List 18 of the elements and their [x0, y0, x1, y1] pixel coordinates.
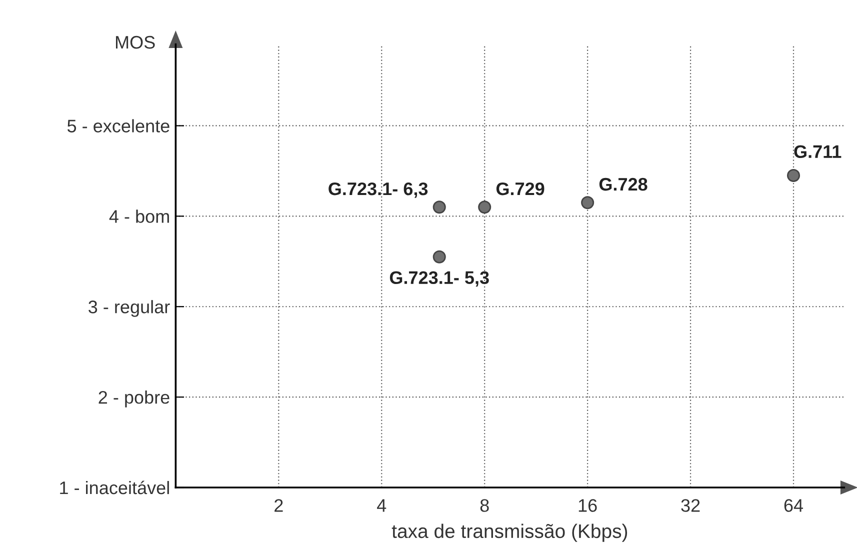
annotation: G.723.1- 5,3: [390, 271, 489, 287]
y-tick-label: 1 - inaceitável: [60, 480, 169, 494]
x-axis-title: taxa de transmissão (Kbps): [392, 524, 628, 542]
x-tick-label: 2: [274, 499, 283, 512]
y-tick-label: 2 - pobre: [98, 390, 170, 408]
y-tick-label: 3 - regular: [88, 300, 170, 317]
x-tick-label: 16: [578, 499, 597, 512]
annotation: G.729: [496, 182, 544, 196]
annotation: G.711: [794, 145, 842, 158]
annotation: G.728: [599, 178, 648, 191]
annotation: G.723.1- 6,3: [328, 182, 428, 198]
y-tick-label: 4 - bom: [109, 210, 169, 223]
x-tick-label: 8: [480, 499, 489, 512]
y-tick-label: 5 - excelente: [67, 119, 170, 132]
y-axis-title: MOS: [116, 36, 155, 49]
x-tick-label: 64: [784, 499, 804, 512]
x-tick-label: 32: [681, 499, 700, 512]
x-tick-label: 4: [377, 499, 386, 512]
